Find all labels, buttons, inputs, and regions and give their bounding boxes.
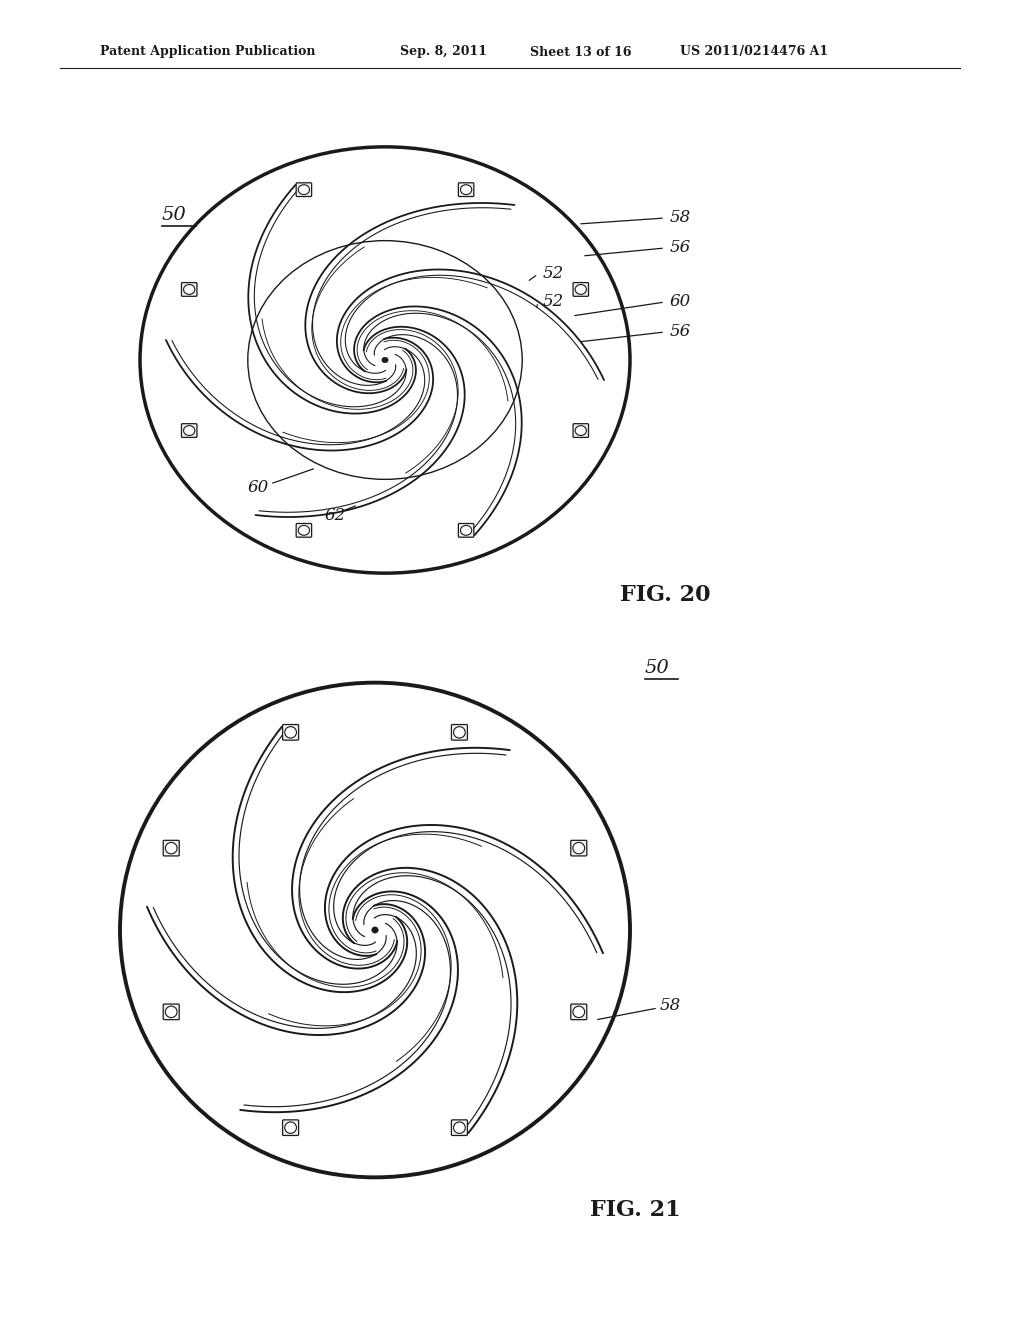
FancyBboxPatch shape (296, 182, 311, 197)
Text: Sep. 8, 2011: Sep. 8, 2011 (400, 45, 487, 58)
Ellipse shape (461, 525, 472, 535)
Ellipse shape (575, 285, 587, 294)
FancyBboxPatch shape (181, 424, 197, 437)
Text: 62: 62 (325, 507, 346, 524)
FancyBboxPatch shape (570, 841, 587, 855)
Ellipse shape (572, 842, 585, 854)
Text: 56: 56 (670, 239, 691, 256)
Text: 60: 60 (670, 293, 691, 310)
Ellipse shape (165, 842, 177, 854)
Text: FIG. 20: FIG. 20 (620, 583, 711, 606)
Text: Patent Application Publication: Patent Application Publication (100, 45, 315, 58)
Ellipse shape (454, 726, 465, 738)
FancyBboxPatch shape (573, 424, 589, 437)
Ellipse shape (298, 185, 309, 194)
FancyBboxPatch shape (283, 1119, 299, 1135)
Ellipse shape (285, 726, 297, 738)
Ellipse shape (298, 525, 309, 535)
Ellipse shape (183, 425, 195, 436)
Ellipse shape (372, 927, 378, 933)
FancyBboxPatch shape (296, 524, 311, 537)
FancyBboxPatch shape (573, 282, 589, 296)
FancyBboxPatch shape (452, 725, 467, 741)
FancyBboxPatch shape (452, 1119, 467, 1135)
Ellipse shape (285, 1122, 297, 1134)
FancyBboxPatch shape (283, 725, 299, 741)
Text: 50: 50 (162, 206, 186, 224)
FancyBboxPatch shape (181, 282, 197, 296)
Text: 60: 60 (248, 479, 269, 496)
Ellipse shape (454, 1122, 465, 1134)
Ellipse shape (572, 1006, 585, 1018)
Ellipse shape (461, 185, 472, 194)
Ellipse shape (575, 425, 587, 436)
Text: FIG. 21: FIG. 21 (590, 1199, 681, 1221)
Ellipse shape (382, 358, 388, 363)
Text: Sheet 13 of 16: Sheet 13 of 16 (530, 45, 632, 58)
Text: 50: 50 (645, 659, 670, 677)
Ellipse shape (183, 285, 195, 294)
Text: 56: 56 (670, 323, 691, 341)
FancyBboxPatch shape (163, 841, 179, 855)
Text: 52: 52 (543, 293, 564, 310)
FancyBboxPatch shape (570, 1005, 587, 1019)
Text: 58: 58 (670, 210, 691, 227)
FancyBboxPatch shape (163, 1005, 179, 1019)
Text: US 2011/0214476 A1: US 2011/0214476 A1 (680, 45, 828, 58)
Ellipse shape (165, 1006, 177, 1018)
Text: 52: 52 (543, 265, 564, 282)
FancyBboxPatch shape (459, 182, 474, 197)
Text: 58: 58 (660, 997, 681, 1014)
FancyBboxPatch shape (459, 524, 474, 537)
